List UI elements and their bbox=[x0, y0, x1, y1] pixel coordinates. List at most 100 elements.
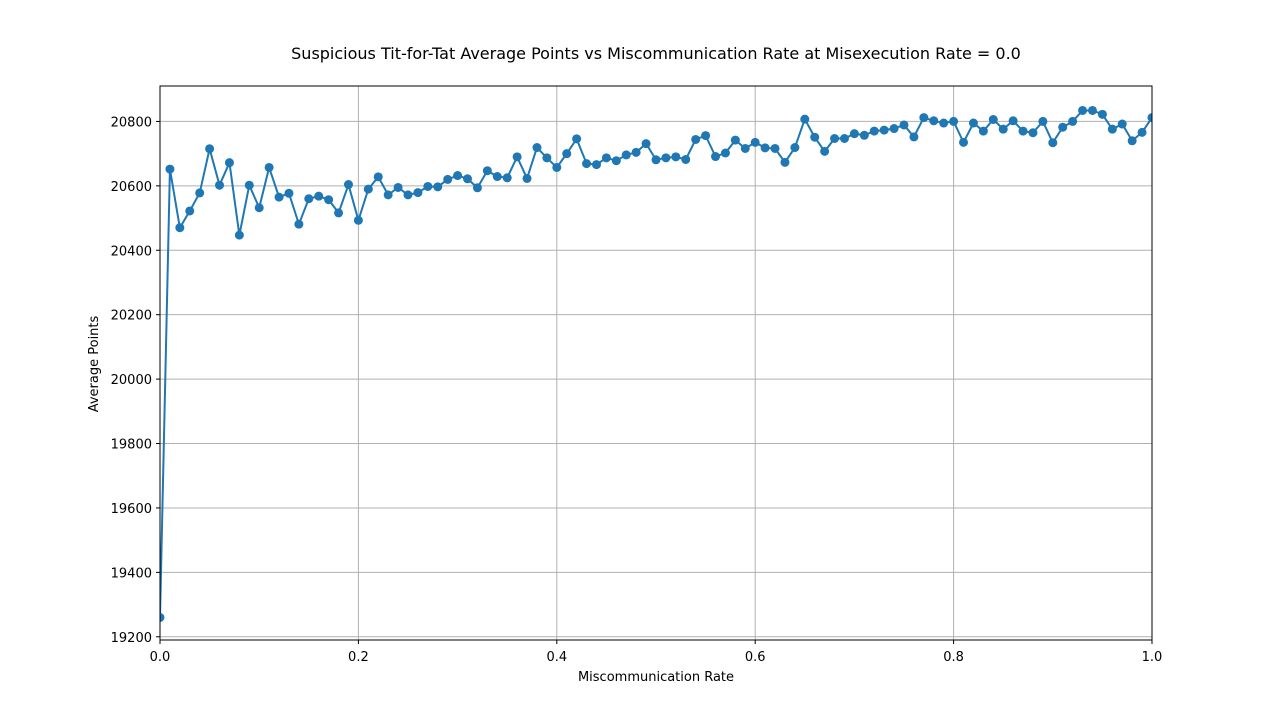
data-point bbox=[701, 131, 711, 141]
data-point bbox=[274, 192, 284, 202]
data-point bbox=[582, 159, 592, 169]
data-point bbox=[185, 206, 195, 216]
data-point bbox=[899, 120, 909, 130]
data-point bbox=[770, 143, 780, 153]
data-point bbox=[1137, 127, 1147, 137]
data-point bbox=[978, 126, 988, 136]
data-point bbox=[939, 118, 949, 128]
data-point bbox=[998, 124, 1008, 134]
data-point bbox=[591, 160, 601, 170]
data-point bbox=[224, 158, 234, 168]
data-point bbox=[453, 171, 463, 181]
data-point bbox=[572, 134, 582, 144]
plot-area-frame bbox=[159, 85, 1153, 641]
data-point bbox=[750, 137, 760, 147]
x-tick-label: 0.4 bbox=[546, 650, 567, 665]
data-point bbox=[195, 188, 205, 198]
data-point bbox=[165, 164, 175, 174]
y-axis-label: Average Points bbox=[87, 315, 102, 412]
data-point bbox=[621, 150, 631, 160]
data-point bbox=[790, 143, 800, 153]
data-point bbox=[1107, 124, 1117, 134]
data-point bbox=[631, 147, 641, 157]
data-point bbox=[810, 132, 820, 142]
y-tick-label: 20800 bbox=[111, 115, 152, 130]
data-point bbox=[869, 126, 879, 136]
data-point bbox=[482, 166, 492, 176]
data-point bbox=[363, 184, 373, 194]
data-point bbox=[314, 191, 324, 201]
data-point bbox=[611, 156, 621, 166]
data-point bbox=[959, 137, 969, 147]
data-series bbox=[160, 105, 1152, 622]
data-point bbox=[849, 129, 859, 139]
data-point bbox=[1068, 116, 1078, 126]
data-point bbox=[988, 115, 998, 124]
data-point bbox=[1127, 136, 1137, 146]
data-point bbox=[949, 116, 959, 126]
data-point bbox=[343, 180, 353, 190]
data-point bbox=[1078, 105, 1088, 115]
data-point bbox=[889, 124, 899, 134]
data-point bbox=[968, 118, 978, 128]
x-tick-label: 0.0 bbox=[150, 650, 171, 665]
data-point bbox=[175, 223, 185, 233]
data-point bbox=[651, 155, 661, 165]
data-point bbox=[393, 182, 403, 192]
data-point bbox=[820, 146, 830, 156]
data-point bbox=[919, 113, 929, 123]
y-tick-label: 20400 bbox=[111, 244, 152, 259]
y-tick-label: 19800 bbox=[111, 438, 152, 453]
data-point bbox=[1147, 113, 1152, 123]
data-point bbox=[552, 162, 562, 172]
data-point bbox=[1087, 105, 1097, 115]
data-point bbox=[324, 195, 334, 205]
data-point bbox=[373, 172, 383, 182]
y-tick-label: 19600 bbox=[111, 502, 152, 517]
data-point bbox=[423, 181, 433, 191]
data-point bbox=[562, 149, 572, 159]
y-tick-label: 20000 bbox=[111, 373, 152, 388]
data-point bbox=[542, 153, 552, 163]
x-tick-label: 0.6 bbox=[745, 650, 766, 665]
data-point bbox=[740, 143, 750, 153]
data-point bbox=[294, 219, 304, 229]
data-point bbox=[502, 173, 512, 183]
data-point bbox=[859, 130, 869, 140]
data-point bbox=[264, 162, 274, 172]
data-point bbox=[234, 230, 244, 240]
data-point bbox=[403, 190, 413, 200]
data-point bbox=[244, 180, 254, 190]
chart-title: Suspicious Tit-for-Tat Average Points vs… bbox=[291, 44, 1021, 63]
data-point bbox=[383, 190, 393, 200]
data-point bbox=[1028, 128, 1038, 138]
data-point bbox=[800, 114, 810, 124]
axis-ticks: 0.0 0.2 0.4 0.6 0.8 1.0 19200 19400 19600 19800 20… bbox=[111, 115, 1163, 665]
data-point bbox=[681, 154, 691, 164]
data-point bbox=[909, 132, 919, 142]
data-point bbox=[661, 153, 671, 163]
data-point bbox=[284, 188, 294, 198]
y-tick-label: 20200 bbox=[111, 309, 152, 324]
data-point bbox=[433, 182, 443, 192]
y-tick-label: 20600 bbox=[111, 180, 152, 195]
data-point bbox=[1097, 109, 1107, 119]
data-point bbox=[254, 203, 264, 213]
data-point bbox=[1048, 138, 1058, 148]
x-tick-label: 1.0 bbox=[1142, 650, 1163, 665]
data-point bbox=[522, 173, 532, 183]
data-point bbox=[353, 215, 363, 225]
data-point bbox=[760, 143, 770, 153]
data-point bbox=[334, 208, 344, 218]
y-tick-label: 19400 bbox=[111, 566, 152, 581]
data-point bbox=[1038, 116, 1048, 126]
y-tick-label: 19200 bbox=[111, 631, 152, 646]
data-point bbox=[443, 174, 453, 184]
x-tick-label: 0.8 bbox=[943, 650, 964, 665]
data-point bbox=[929, 116, 939, 126]
data-point bbox=[780, 157, 790, 167]
data-point bbox=[532, 143, 542, 153]
data-point bbox=[830, 134, 840, 143]
data-point bbox=[1117, 119, 1127, 129]
